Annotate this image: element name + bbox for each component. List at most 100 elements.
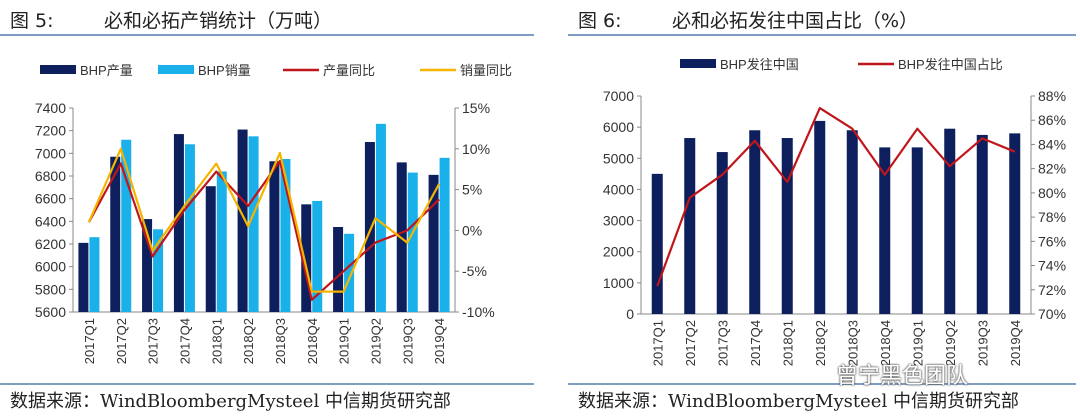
figure-6-source: 数据来源：WindBloombergMysteel 中信期货研究部 <box>578 391 1019 412</box>
y-right-tick-label: 15% <box>462 100 490 116</box>
y-left-tick-label: 6000 <box>603 119 634 135</box>
bar-BHP发往中国-2018Q1 <box>781 138 793 314</box>
legend-label-1: BHP销量 <box>198 63 251 78</box>
legend-label-2: 产量同比 <box>323 63 375 78</box>
figure-5-number: 图 5: <box>10 10 54 32</box>
bar-BHP销量-2018Q1 <box>216 171 227 312</box>
bar-BHP发往中国-2017Q4 <box>749 130 761 314</box>
title-divider <box>0 34 534 36</box>
x-tick-label: 2018Q1 <box>780 320 795 366</box>
bar-BHP发往中国-2018Q3 <box>846 130 858 314</box>
y-right-tick-label: 10% <box>462 141 490 157</box>
figure-6-title-text: 必和必拓发往中国占比（%） <box>672 10 919 32</box>
bar-BHP销量-2019Q1 <box>344 233 355 312</box>
bar-BHP销量-2017Q2 <box>121 139 132 312</box>
x-tick-label: 2019Q2 <box>943 320 958 366</box>
y-left-tick-label: 6200 <box>35 236 66 252</box>
y-right-tick-label: 76% <box>1038 233 1066 249</box>
bar-BHP产量-2017Q1 <box>78 242 89 312</box>
x-tick-label: 2018Q4 <box>305 318 320 364</box>
watermark: 曾宁黑色团队 <box>836 364 969 389</box>
bar-BHP发往中国-2019Q4 <box>1009 133 1021 314</box>
bar-BHP发往中国-2017Q3 <box>716 152 728 314</box>
bar-BHP产量-2018Q4 <box>301 204 312 312</box>
line-产量同比 <box>87 159 440 301</box>
bar-BHP发往中国-2017Q2 <box>684 138 696 314</box>
bar-BHP销量-2019Q3 <box>407 172 418 312</box>
y-right-tick-label: 78% <box>1038 209 1066 225</box>
legend-label-1: BHP发往中国占比 <box>898 57 1003 72</box>
legend-label-0: BHP发往中国 <box>720 57 799 72</box>
figure-5-panel: 图 5: 必和必拓产销统计（万吨） BHP产量 BHP销量 产量同比 销量同比 5600 5… <box>0 6 534 412</box>
y-right-tick-label: -10% <box>462 304 495 320</box>
y-right-tick-label: 0% <box>462 222 482 238</box>
figure-5-source: 数据来源：WindBloombergMysteel 中信期货研究部 <box>10 391 451 412</box>
figure-6-panel: 图 6: 必和必拓发往中国占比（%） BHP发往中国 BHP发往中国占比 0 1000 2… <box>568 0 1080 418</box>
y-left-tick-label: 6800 <box>35 168 66 184</box>
y-left-tick-label: 6400 <box>35 213 66 229</box>
y-left-tick-label: 5000 <box>603 150 634 166</box>
legend-swatch-0 <box>40 65 76 74</box>
x-tick-label: 2018Q3 <box>845 320 860 366</box>
y-right-tick-label: 74% <box>1038 258 1066 274</box>
x-tick-label: 2017Q1 <box>650 320 665 366</box>
y-left-tick-label: 7000 <box>35 145 66 161</box>
bar-BHP销量-2017Q4 <box>184 144 195 312</box>
y-right-tick-label: 72% <box>1038 282 1066 298</box>
bar-BHP产量-2017Q2 <box>110 156 121 312</box>
line-BHP发往中国占比 <box>656 106 1016 287</box>
x-tick-label: 2018Q1 <box>209 318 224 364</box>
figure-5-title-text: 必和必拓产销统计（万吨） <box>104 10 333 32</box>
y-left-tick-label: 7400 <box>35 100 66 116</box>
y-right-tick-label: 5% <box>462 182 482 198</box>
x-tick-label: 2019Q3 <box>400 318 415 364</box>
y-left-tick-label: 3000 <box>603 213 634 229</box>
figure-5-title: 图 5: 必和必拓产销统计（万吨） <box>10 6 332 33</box>
x-tick-label: 2018Q2 <box>241 318 256 364</box>
y-right-tick-label: 86% <box>1038 112 1066 128</box>
y-left-tick-label: 5800 <box>35 281 66 297</box>
x-tick-label: 2017Q4 <box>748 320 763 366</box>
china-share-chart: BHP发往中国 BHP发往中国占比 0 1000 2000 3000 4000 5000 600… <box>603 57 1066 366</box>
production-sales-chart: BHP产量 BHP销量 产量同比 销量同比 5600 5800 6000 6200 6400 66… <box>35 63 512 364</box>
y-left-tick-label: 0 <box>626 306 634 322</box>
bar-BHP产量-2019Q1 <box>333 227 344 312</box>
y-left-tick-label: 7200 <box>35 123 66 139</box>
y-left-tick-label: 1000 <box>603 275 634 291</box>
x-tick-label: 2019Q1 <box>910 320 925 366</box>
x-tick-label: 2018Q2 <box>813 320 828 366</box>
y-left-tick-label: 6600 <box>35 191 66 207</box>
y-left-tick-label: 5600 <box>35 304 66 320</box>
x-tick-label: 2019Q3 <box>975 320 990 366</box>
bar-BHP发往中国-2019Q2 <box>944 128 956 314</box>
source-divider <box>568 383 1076 385</box>
bar-BHP发往中国-2019Q1 <box>911 147 923 314</box>
bar-BHP发往中国-2017Q1 <box>651 173 663 314</box>
bar-BHP销量-2018Q3 <box>280 159 291 312</box>
bar-BHP销量-2017Q3 <box>153 229 164 312</box>
x-tick-label: 2017Q3 <box>715 320 730 366</box>
x-tick-label: 2019Q1 <box>337 318 352 364</box>
figure-6-number: 图 6: <box>578 10 622 32</box>
bar-BHP销量-2017Q1 <box>89 237 100 312</box>
y-right-tick-label: 70% <box>1038 306 1066 322</box>
legend-swatch-1 <box>158 65 194 74</box>
bar-BHP销量-2018Q4 <box>312 200 323 312</box>
bar-BHP发往中国-2018Q4 <box>879 147 891 314</box>
bar-BHP产量-2017Q4 <box>173 134 184 312</box>
bar-BHP产量-2019Q4 <box>428 174 439 312</box>
line-销量同比 <box>87 147 441 293</box>
bar-BHP销量-2019Q2 <box>375 123 386 312</box>
y-right-tick-label: 88% <box>1038 88 1066 104</box>
y-right-tick-label: 80% <box>1038 185 1066 201</box>
bar-BHP产量-2019Q2 <box>364 142 375 312</box>
bar-BHP发往中国-2018Q2 <box>814 120 826 315</box>
x-tick-label: 2018Q3 <box>273 318 288 364</box>
legend-label-0: BHP产量 <box>80 63 133 78</box>
figure-6-title: 图 6: 必和必拓发往中国占比（%） <box>578 6 918 33</box>
y-left-tick-label: 7000 <box>603 88 634 104</box>
bar-BHP发往中国-2019Q3 <box>976 134 988 314</box>
y-left-tick-label: 4000 <box>603 181 634 197</box>
legend-label-3: 销量同比 <box>460 63 512 78</box>
x-tick-label: 2017Q2 <box>114 318 129 364</box>
